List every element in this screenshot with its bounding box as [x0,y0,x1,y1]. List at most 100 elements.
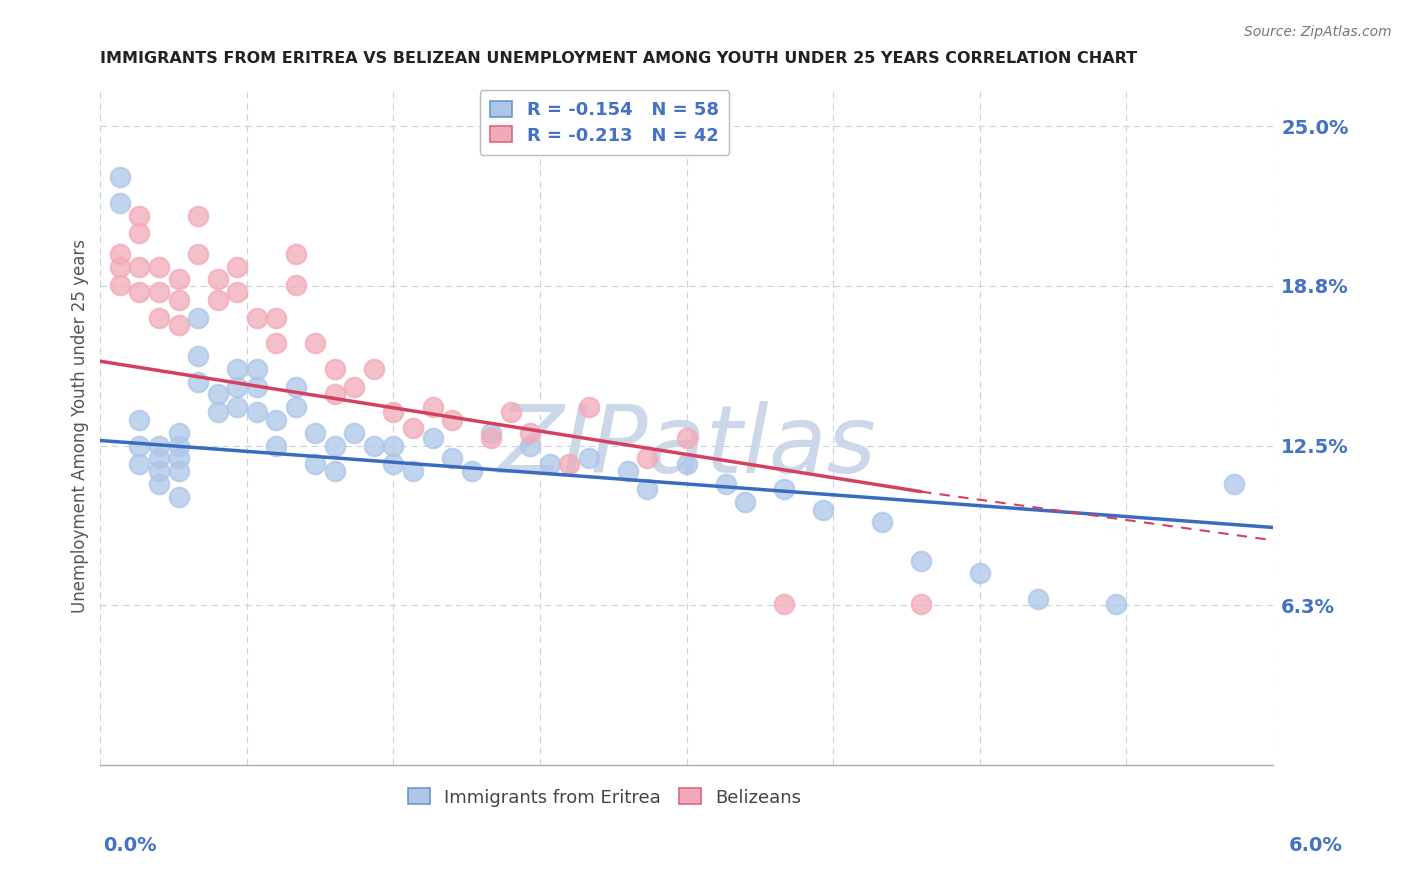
Point [363,439,385,453]
Point [187,375,209,389]
Text: IMMIGRANTS FROM ERITREA VS BELIZEAN UNEMPLOYMENT AMONG YOUTH UNDER 25 YEARS CORR: IMMIGRANTS FROM ERITREA VS BELIZEAN UNEM… [100,51,1137,66]
Point [323,439,346,453]
Point [773,597,796,611]
Point [226,260,249,274]
Point [148,260,170,274]
Point [538,457,561,471]
Point [187,209,209,223]
Point [323,464,346,478]
Point [617,464,640,478]
Point [284,277,307,292]
Point [402,464,425,478]
Point [148,464,170,478]
Point [499,405,522,419]
Point [246,405,269,419]
Point [441,413,464,427]
Point [128,439,150,453]
Point [108,277,131,292]
Point [108,247,131,261]
Point [519,439,541,453]
Point [910,554,932,568]
Point [187,310,209,325]
Point [323,387,346,401]
Point [675,431,697,445]
Point [578,451,600,466]
Point [167,451,190,466]
Point [382,405,405,419]
Point [304,457,326,471]
Point [422,431,444,445]
Point [226,362,249,376]
Point [187,349,209,363]
Point [167,490,190,504]
Point [910,597,932,611]
Point [284,380,307,394]
Point [460,464,482,478]
Point [264,439,287,453]
Point [167,318,190,333]
Point [207,405,229,419]
Point [441,451,464,466]
Legend: Immigrants from Eritrea, Belizeans: Immigrants from Eritrea, Belizeans [401,781,808,814]
Point [675,457,697,471]
Point [148,451,170,466]
Point [207,387,229,401]
Point [264,310,287,325]
Point [226,401,249,415]
Point [1026,592,1049,607]
Text: ZIPatlas: ZIPatlas [498,401,876,492]
Point [578,401,600,415]
Point [128,209,150,223]
Point [148,439,170,453]
Point [969,566,991,581]
Point [108,260,131,274]
Point [128,457,150,471]
Point [264,413,287,427]
Point [734,495,756,509]
Point [323,362,346,376]
Point [479,425,502,440]
Point [1105,597,1128,611]
Point [187,247,209,261]
Point [108,195,131,210]
Point [128,260,150,274]
Point [558,457,581,471]
Point [207,293,229,307]
Point [246,380,269,394]
Point [226,380,249,394]
Point [284,247,307,261]
Point [148,310,170,325]
Point [382,457,405,471]
Point [363,362,385,376]
Point [637,482,659,496]
Point [167,272,190,286]
Point [422,401,444,415]
Point [343,380,366,394]
Point [167,293,190,307]
Point [167,439,190,453]
Point [128,285,150,300]
Point [246,362,269,376]
Point [148,477,170,491]
Point [148,285,170,300]
Point [167,464,190,478]
Point [108,170,131,185]
Point [519,425,541,440]
Point [284,401,307,415]
Point [264,336,287,351]
Point [813,502,835,516]
Point [246,310,269,325]
Point [637,451,659,466]
Point [870,516,893,530]
Y-axis label: Unemployment Among Youth under 25 years: Unemployment Among Youth under 25 years [72,239,89,614]
Point [714,477,737,491]
Point [343,425,366,440]
Text: 6.0%: 6.0% [1289,836,1343,855]
Point [382,439,405,453]
Point [1222,477,1244,491]
Text: 0.0%: 0.0% [103,836,156,855]
Point [128,227,150,241]
Point [479,431,502,445]
Point [128,413,150,427]
Point [207,272,229,286]
